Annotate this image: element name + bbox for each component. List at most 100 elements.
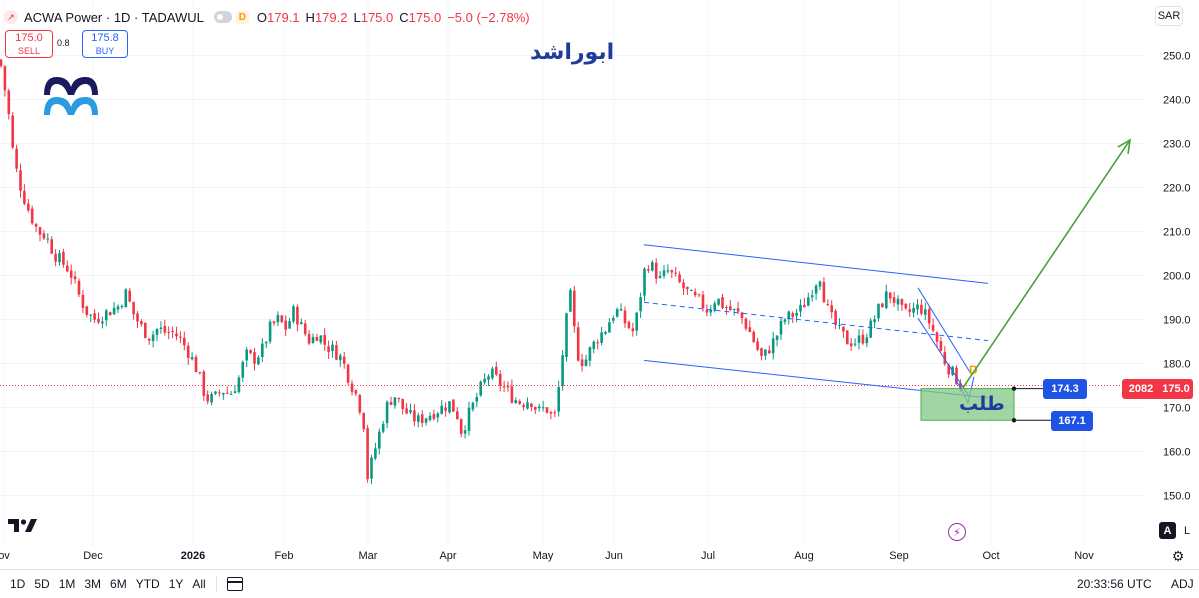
price-chart[interactable]: D 150.0 160.0 170.0 180.0 190.0 200.0 210.0 220… [0, 0, 1199, 569]
tv-logo-icon[interactable] [8, 519, 38, 533]
candle-body [826, 303, 830, 305]
candle-body [760, 348, 763, 356]
dividend-badge[interactable]: D [235, 10, 249, 24]
y-tick-label: 160.0 [1163, 447, 1191, 459]
candle-body [366, 428, 369, 480]
candle-body [674, 272, 677, 274]
candle-body [647, 269, 650, 271]
candle-body [0, 59, 3, 67]
candle-body [869, 320, 872, 338]
candle-body [112, 307, 116, 315]
candle-body [23, 190, 26, 204]
candle-body [904, 303, 908, 309]
candle-body [565, 313, 568, 358]
candle-body [108, 312, 112, 316]
candle-body [818, 281, 822, 287]
buy-label: BUY [95, 46, 115, 56]
lightning-icon[interactable]: ⚡ [948, 523, 966, 541]
clock-time[interactable]: 20:33:56 UTC [1077, 577, 1152, 591]
y-tick-label: 210.0 [1163, 227, 1191, 239]
candle-body [183, 337, 186, 346]
price-axis[interactable]: 150.0 160.0 170.0 180.0 190.0 200.0 210.0 220.0… [1163, 51, 1191, 503]
sell-button[interactable]: 175.0 SELL [5, 30, 53, 58]
symbol-header[interactable]: ↗ ACWA Power · 1D · TADAWUL D O179.1 H17… [4, 6, 530, 28]
candle-body [549, 412, 553, 414]
candle-body [588, 347, 592, 361]
candle-body [557, 387, 560, 412]
range-5d[interactable]: 5D [34, 577, 50, 591]
candle-body [814, 285, 818, 294]
candle-body [11, 115, 14, 148]
candle-body [257, 357, 260, 365]
candle-body [803, 304, 806, 308]
calendar-icon[interactable] [226, 577, 243, 591]
candle-body [623, 310, 627, 324]
candle-body [105, 310, 108, 321]
range-1y[interactable]: 1Y [168, 577, 184, 591]
toggle-icon[interactable] [213, 11, 232, 23]
currency-button[interactable]: SAR [1155, 6, 1183, 26]
ohlc-close-label: C [399, 9, 409, 25]
buy-button[interactable]: 175.8 BUY [82, 30, 128, 58]
candle-body [288, 321, 291, 329]
candle-body [576, 327, 580, 361]
candle-body [222, 393, 225, 395]
candle-body [147, 338, 151, 341]
candle-body [300, 322, 303, 325]
symbol-title[interactable]: ACWA Power · 1D · TADAWUL [24, 9, 204, 25]
range-6m[interactable]: 6M [110, 577, 127, 591]
candle-body [541, 407, 545, 409]
candle-body [885, 291, 888, 309]
range-all[interactable]: All [192, 577, 206, 591]
candle-body [896, 298, 900, 305]
candle-body [167, 331, 170, 333]
ohlc-high-value: 179.2 [314, 9, 348, 25]
time-axis[interactable]: ov Dec 2026 Feb Mar Apr May Jun Jul Aug Sep Oct Nov [0, 550, 1094, 562]
range-3m[interactable]: 3M [84, 577, 102, 591]
candle-body [15, 148, 18, 169]
candle-body [873, 319, 876, 323]
auto-scale-button[interactable]: A [1159, 522, 1176, 539]
annotation-title: ابوراشد [530, 40, 615, 65]
candle-body [495, 366, 498, 375]
candle-body [920, 304, 923, 314]
candle-body [678, 274, 681, 283]
candle-body [822, 282, 826, 303]
candle-body [198, 372, 202, 374]
candle-body [151, 334, 155, 342]
candle-body [436, 413, 440, 418]
candle-body [631, 328, 635, 332]
candle-body [448, 401, 451, 413]
candle-body [912, 307, 915, 313]
candle-body [849, 343, 853, 347]
range-1m[interactable]: 1M [58, 577, 76, 591]
x-tick-label: ov [0, 550, 10, 562]
candle-body [7, 90, 11, 115]
log-scale-button[interactable]: L [1183, 524, 1191, 537]
ohlc-high: H179.2 [306, 10, 348, 25]
candle-body [584, 359, 588, 366]
range-1d[interactable]: 1D [10, 577, 26, 591]
adj-button[interactable]: ADJ [1171, 577, 1194, 591]
candle-body [276, 315, 280, 323]
candle-body [346, 364, 350, 383]
candle-body [701, 294, 705, 309]
x-tick-label: Apr [439, 550, 456, 562]
candle-body [670, 270, 674, 273]
candle-body [409, 410, 412, 413]
candle-body [865, 337, 869, 344]
x-tick-label: 2026 [181, 550, 205, 562]
candle-body [561, 355, 564, 386]
candle-body [140, 321, 143, 325]
grid-lines [0, 55, 1145, 496]
candle-body [116, 306, 120, 310]
gear-icon[interactable]: ⚙ [1171, 547, 1185, 564]
candle-body [307, 334, 311, 344]
candle-body [666, 270, 670, 272]
range-ytd[interactable]: YTD [135, 577, 160, 591]
candle-body [502, 386, 506, 388]
candle-body [186, 345, 190, 359]
candle-body [908, 309, 911, 312]
ohlc-close: C175.0 [399, 10, 441, 25]
candle-body [335, 345, 338, 360]
